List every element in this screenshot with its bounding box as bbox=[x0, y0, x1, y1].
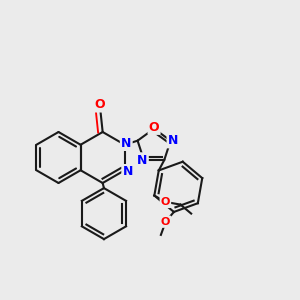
Text: N: N bbox=[168, 134, 178, 147]
Text: O: O bbox=[95, 98, 105, 111]
Text: O: O bbox=[161, 197, 170, 207]
Text: O: O bbox=[149, 121, 159, 134]
Text: N: N bbox=[121, 137, 131, 150]
Text: N: N bbox=[137, 154, 148, 166]
Text: O: O bbox=[161, 217, 170, 227]
Text: N: N bbox=[123, 165, 133, 178]
